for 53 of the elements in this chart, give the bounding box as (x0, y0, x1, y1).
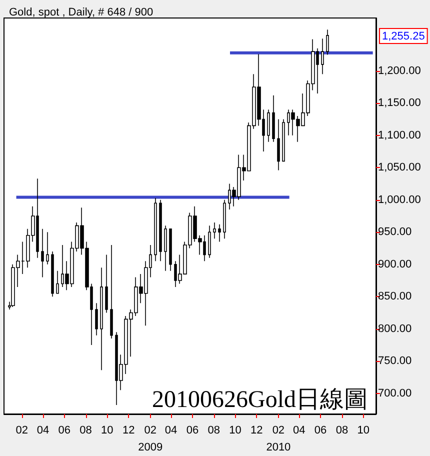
candlestick (208, 225, 211, 258)
y-tick-label: 1,000.00 (378, 194, 421, 206)
candlestick (95, 302, 98, 336)
x-tick-label: 10 (229, 424, 242, 436)
x-tick-label: 02 2010 (266, 424, 291, 454)
x-tick-label: 02 2009 (138, 424, 163, 454)
candlestick (218, 224, 221, 242)
candlestick (169, 228, 172, 272)
candlestick (326, 29, 329, 56)
candlestick (41, 228, 44, 278)
y-tick-label: 1,050.00 (378, 162, 421, 174)
candlestick (277, 118, 280, 171)
x-tick-label: 08 (336, 424, 348, 436)
candlestick (282, 118, 285, 162)
y-tick-label: 900.00 (378, 258, 412, 270)
x-tick-label: 06 (58, 424, 70, 436)
y-tick-label: 1,200.00 (378, 64, 421, 77)
candlestick (51, 251, 54, 298)
candlestick (223, 199, 226, 239)
candlestick (164, 225, 167, 272)
candlestick (267, 109, 270, 142)
candlestick (100, 267, 103, 371)
candlestick (46, 232, 49, 265)
y-tick-label: 700.00 (378, 387, 412, 400)
candlestick (213, 222, 216, 239)
candlestick (154, 198, 157, 262)
candlestick (110, 244, 113, 339)
candlestick (56, 270, 59, 294)
y-tick-label: 800.00 (378, 322, 412, 335)
x-tick-label: 06 (314, 424, 327, 436)
x-tick-label: 10 (101, 424, 114, 436)
chart-title: Gold, spot , Daily, # 648 / 900 (9, 6, 154, 18)
x-tick-label: 02 (16, 424, 28, 436)
annotation: 20100626Gold日線圖 (152, 387, 368, 413)
y-tick-label: 1,100.00 (378, 129, 421, 142)
x-tick-label: 10 (357, 424, 370, 436)
candlestick (321, 38, 324, 75)
y-tick-label: 750.00 (378, 355, 412, 368)
x-tick-label: 04 (36, 424, 50, 436)
y-tick-label: 1,150.00 (378, 97, 421, 110)
candlestick (105, 254, 108, 314)
candlestick (272, 94, 275, 142)
x-tick-label: 08 (208, 424, 220, 436)
x-tick-label: 08 (80, 424, 92, 436)
y-tick-label: 950.00 (378, 226, 412, 238)
x-tick-label: 12 (250, 424, 263, 436)
x-tick-label: 06 (186, 424, 199, 436)
x-tick-label: 04 (293, 424, 306, 436)
x-tick-label: 12 (122, 424, 135, 436)
x-tick-label: 04 (164, 424, 178, 436)
text: 1,255.25 (382, 30, 425, 42)
candlestick (159, 199, 162, 262)
y-tick-label: 850.00 (378, 290, 412, 303)
